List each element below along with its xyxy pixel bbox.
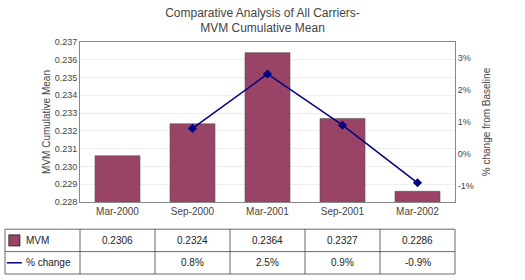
svg-text:0.229: 0.229 bbox=[55, 179, 78, 189]
svg-text:0.237: 0.237 bbox=[55, 37, 78, 47]
svg-text:-1%: -1% bbox=[458, 181, 474, 191]
svg-text:% change: % change bbox=[26, 257, 71, 268]
svg-text:2.5%: 2.5% bbox=[256, 257, 279, 268]
svg-text:-0.9%: -0.9% bbox=[405, 257, 431, 268]
svg-text:Comparative Analysis of All Ca: Comparative Analysis of All Carriers-MVM… bbox=[165, 6, 360, 36]
svg-text:3%: 3% bbox=[458, 53, 471, 63]
svg-text:0.2327: 0.2327 bbox=[327, 235, 358, 246]
svg-text:0.2306: 0.2306 bbox=[102, 235, 133, 246]
svg-text:1%: 1% bbox=[458, 117, 471, 127]
svg-text:MVM Cumulative Mean: MVM Cumulative Mean bbox=[41, 70, 52, 174]
svg-text:0.235: 0.235 bbox=[55, 73, 78, 83]
svg-text:0.236: 0.236 bbox=[55, 55, 78, 65]
svg-text:Sep-2000: Sep-2000 bbox=[171, 206, 215, 217]
svg-text:% change from Baseline: % change from Baseline bbox=[481, 67, 492, 176]
svg-text:Sep-2001: Sep-2001 bbox=[321, 206, 365, 217]
svg-text:0.230: 0.230 bbox=[55, 162, 78, 172]
svg-text:0.8%: 0.8% bbox=[181, 257, 204, 268]
svg-text:Mar-2000: Mar-2000 bbox=[96, 206, 139, 217]
svg-text:2%: 2% bbox=[458, 85, 471, 95]
svg-text:0.232: 0.232 bbox=[55, 126, 78, 136]
svg-text:0.228: 0.228 bbox=[55, 197, 78, 207]
svg-text:0.234: 0.234 bbox=[55, 90, 78, 100]
svg-text:0.231: 0.231 bbox=[55, 144, 78, 154]
svg-text:Mar-2001: Mar-2001 bbox=[246, 206, 289, 217]
svg-text:0.9%: 0.9% bbox=[331, 257, 354, 268]
svg-text:0.2324: 0.2324 bbox=[177, 235, 208, 246]
svg-text:0.2364: 0.2364 bbox=[252, 235, 283, 246]
svg-text:0%: 0% bbox=[458, 149, 471, 159]
svg-text:MVM: MVM bbox=[26, 235, 49, 246]
svg-text:Mar-2002: Mar-2002 bbox=[396, 206, 439, 217]
svg-text:0.2286: 0.2286 bbox=[402, 235, 433, 246]
svg-text:0.233: 0.233 bbox=[55, 108, 78, 118]
